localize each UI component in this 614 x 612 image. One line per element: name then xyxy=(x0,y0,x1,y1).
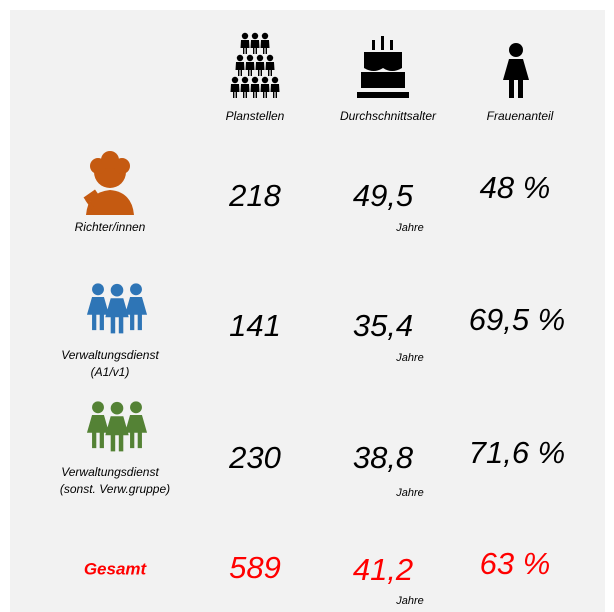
unit: Jahre xyxy=(395,222,424,234)
row-label: Verwaltungsdienst xyxy=(61,465,159,479)
planstellen-value: 589 xyxy=(229,550,281,585)
unit: Jahre xyxy=(395,595,424,607)
frauen-value: 48 % xyxy=(480,170,551,205)
unit: Jahre xyxy=(395,487,424,499)
frauen-value: 71,6 % xyxy=(469,435,566,470)
column-header: Frauenanteil xyxy=(487,109,554,123)
row-label: Verwaltungsdienst xyxy=(61,348,159,362)
planstellen-value: 230 xyxy=(228,440,281,475)
cake-icon xyxy=(357,36,409,98)
planstellen-value: 218 xyxy=(228,178,281,213)
alter-value: 35,4 xyxy=(353,308,413,343)
row-label: (A1/v1) xyxy=(91,365,130,379)
row-label: (sonst. Verw.gruppe) xyxy=(60,482,170,496)
alter-value: 49,5 xyxy=(353,178,414,213)
judge-icon xyxy=(83,151,134,215)
unit: Jahre xyxy=(395,352,424,364)
alter-value: 38,8 xyxy=(353,440,414,475)
planstellen-value: 141 xyxy=(229,308,281,343)
column-header: Durchschnittsalter xyxy=(340,109,437,123)
alter-value: 41,2 xyxy=(353,552,413,587)
row-label: Richter/innen xyxy=(75,220,146,234)
frauen-value: 69,5 % xyxy=(469,302,566,337)
row-label: Gesamt xyxy=(84,559,148,578)
frauen-value: 63 % xyxy=(480,546,551,581)
column-header: Planstellen xyxy=(226,109,285,123)
